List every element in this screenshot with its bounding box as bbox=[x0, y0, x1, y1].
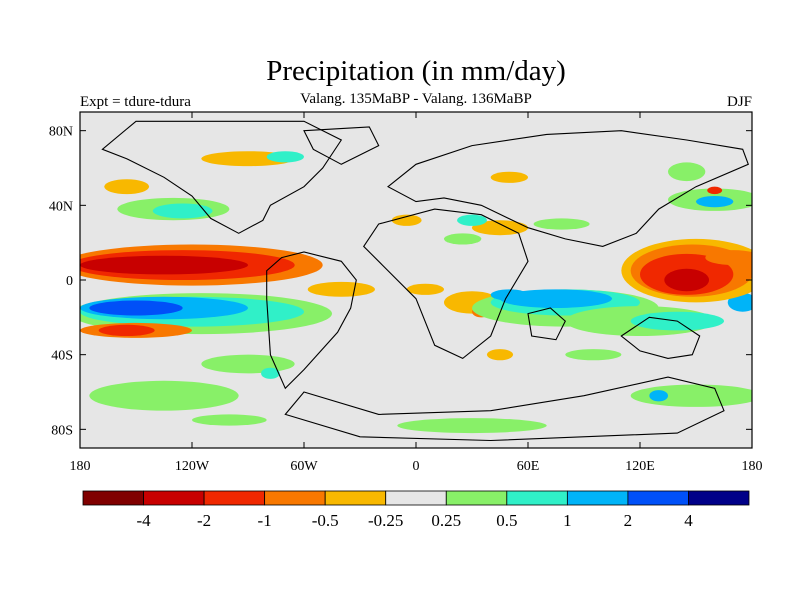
precip-region-4 bbox=[152, 203, 213, 219]
colorbar-label-4: -0.25 bbox=[368, 511, 403, 530]
experiment-label: Expt = tdure-tdura bbox=[80, 94, 191, 110]
colorbar-swatch-4 bbox=[324, 490, 387, 506]
y-tick-label-2: 0 bbox=[66, 274, 73, 289]
colorbar-swatch-10 bbox=[688, 490, 750, 506]
precip-region-22 bbox=[391, 214, 422, 226]
precip-region-2 bbox=[266, 151, 305, 163]
precip-region-16 bbox=[261, 367, 280, 379]
x-tick-label-2: 60W bbox=[290, 459, 318, 474]
colorbar-label-2: -1 bbox=[258, 511, 272, 530]
x-tick-label-5: 120E bbox=[625, 459, 655, 474]
x-tick-label-0: 180 bbox=[70, 459, 91, 474]
precip-region-25 bbox=[533, 218, 590, 230]
precip-region-41 bbox=[707, 186, 723, 195]
y-tick-label-4: 80S bbox=[51, 423, 73, 438]
precip-region-15 bbox=[89, 380, 239, 411]
precip-region-44 bbox=[649, 390, 669, 402]
precip-region-42 bbox=[668, 162, 706, 182]
precipitation-fields bbox=[80, 151, 752, 434]
coastline-7 bbox=[303, 126, 380, 165]
colorbar-swatch-1 bbox=[143, 490, 205, 506]
precip-region-47 bbox=[192, 414, 267, 426]
colorbar-swatch-3 bbox=[264, 490, 326, 506]
precip-region-38 bbox=[705, 250, 752, 266]
y-tick-label-1: 40N bbox=[49, 199, 73, 214]
y-axis-ticks: 80N 40N 0 40S 80S bbox=[49, 125, 752, 438]
coastline-0 bbox=[101, 120, 343, 234]
x-axis-ticks: 180 120W 60W 0 60E 120E 180 bbox=[70, 112, 763, 474]
chart-subtitle: Valang. 135MaBP - Valang. 136MaBP bbox=[300, 91, 532, 107]
precip-region-17 bbox=[307, 281, 375, 297]
coastline-6 bbox=[527, 307, 566, 341]
x-tick-label-6: 180 bbox=[742, 459, 763, 474]
coastline-2 bbox=[362, 208, 529, 360]
season-label: DJF bbox=[727, 94, 752, 110]
precip-region-0 bbox=[104, 179, 150, 195]
precip-region-30 bbox=[490, 289, 528, 301]
y-tick-label-0: 80N bbox=[49, 125, 73, 140]
colorbar-swatch-7 bbox=[506, 490, 568, 506]
colorbar: -4 -2 -1 -0.5 -0.25 0.25 0.5 1 2 4 bbox=[82, 490, 750, 530]
colorbar-label-7: 1 bbox=[563, 511, 572, 530]
coastline-4 bbox=[284, 376, 725, 442]
precip-region-26 bbox=[490, 171, 528, 183]
colorbar-label-9: 4 bbox=[684, 511, 693, 530]
precip-region-40 bbox=[696, 196, 734, 208]
y-tick-label-3: 40S bbox=[51, 349, 73, 364]
colorbar-swatch-9 bbox=[627, 490, 689, 506]
precip-region-23 bbox=[457, 214, 487, 226]
chart-title: Precipitation (in mm/day) bbox=[266, 55, 566, 87]
precip-region-37 bbox=[664, 268, 710, 292]
colorbar-swatch-8 bbox=[566, 490, 629, 506]
colorbar-label-6: 0.5 bbox=[496, 511, 517, 530]
coastline-5 bbox=[620, 316, 701, 359]
x-tick-label-4: 60E bbox=[517, 459, 540, 474]
colorbar-swatch-2 bbox=[203, 490, 266, 506]
colorbar-label-8: 2 bbox=[624, 511, 633, 530]
precip-region-45 bbox=[486, 349, 514, 361]
colorbar-label-3: -0.5 bbox=[312, 511, 339, 530]
precip-region-24 bbox=[444, 233, 482, 245]
precip-region-18 bbox=[406, 283, 445, 295]
x-tick-label-3: 0 bbox=[413, 459, 420, 474]
precip-region-46 bbox=[397, 418, 547, 434]
colorbar-label-0: -4 bbox=[136, 511, 151, 530]
precip-region-14 bbox=[201, 354, 295, 374]
colorbar-label-1: -2 bbox=[197, 511, 211, 530]
coastlines bbox=[101, 120, 749, 442]
precip-region-43 bbox=[630, 384, 752, 407]
colorbar-swatch-5 bbox=[385, 490, 447, 506]
precip-region-13 bbox=[98, 324, 155, 336]
colorbar-label-5: 0.25 bbox=[431, 511, 461, 530]
precip-region-29 bbox=[500, 289, 612, 308]
precip-region-48 bbox=[565, 349, 622, 361]
precip-region-11 bbox=[89, 300, 183, 316]
precip-region-7 bbox=[80, 255, 248, 275]
x-tick-label-1: 120W bbox=[175, 459, 210, 474]
coastline-1 bbox=[266, 251, 357, 390]
coastline-3 bbox=[387, 130, 749, 247]
colorbar-swatch-0 bbox=[82, 490, 144, 506]
colorbar-swatch-6 bbox=[445, 490, 508, 506]
